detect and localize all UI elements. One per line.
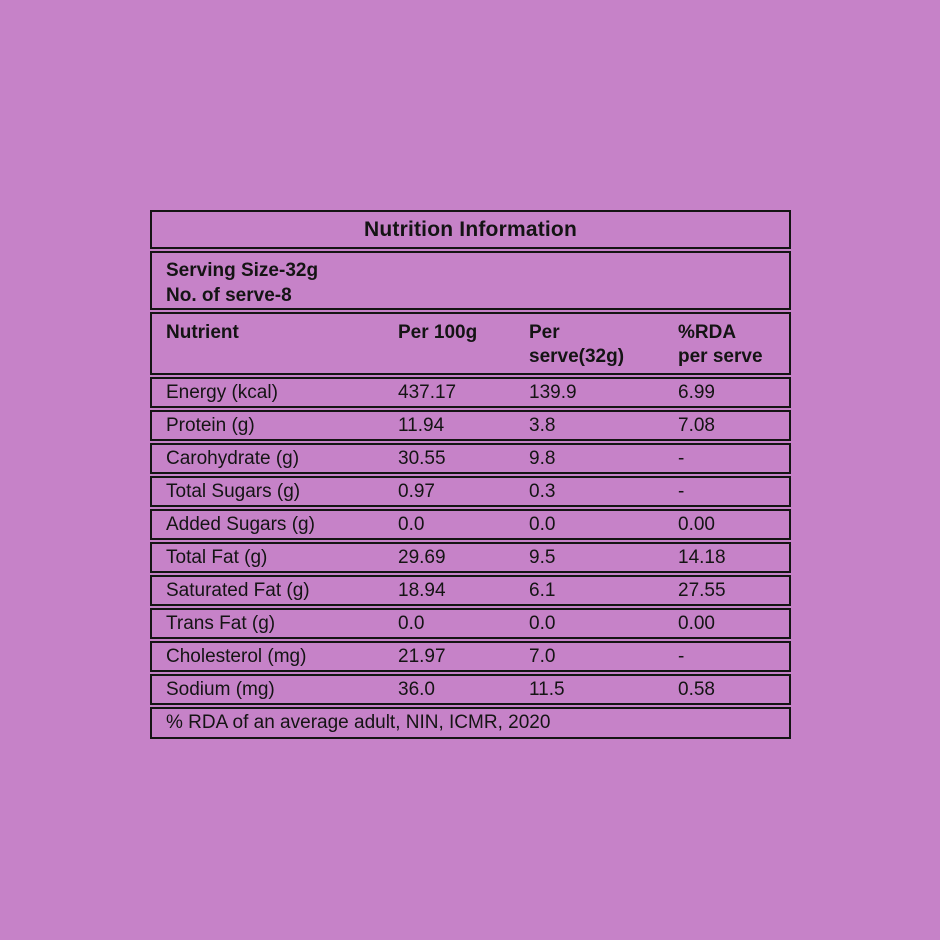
per-serve-value: 6.1 [529,579,556,601]
rda-footnote-row: % RDA of an average adult, NIN, ICMR, 20… [150,707,791,739]
header-rda-per-serve: %RDA per serve [678,322,763,367]
table-row: Cholesterol (mg) 21.97 7.0 - [150,641,791,672]
per-serve-value: 9.5 [529,546,556,568]
table-row: Added Sugars (g) 0.0 0.0 0.00 [150,509,791,540]
page-title: Nutrition Information [363,217,577,241]
per-serve-value: 3.8 [529,414,556,436]
nutrient-label: Total Fat (g) [166,546,268,568]
rda-value: 27.55 [678,579,726,601]
nutrition-label: Nutrition Information Serving Size-32g N… [150,210,791,741]
header-per-100g: Per 100g [398,322,478,343]
header-per-serve: Per serve(32g) [529,322,625,367]
rda-value: - [678,480,685,502]
per-serve-value: 0.3 [529,480,556,502]
per-100g-value: 11.94 [398,414,445,436]
nutrient-label: Carohydrate (g) [166,447,300,469]
nutrient-label: Trans Fat (g) [166,612,276,634]
per-serve-value: 7.0 [529,645,556,667]
serve-count-text: No. of serve-8 [166,285,292,306]
nutrient-label: Saturated Fat (g) [166,579,310,601]
rda-value: - [678,447,685,469]
rda-value: - [678,645,685,667]
serving-size-text: Serving Size-32g [166,260,319,281]
per-100g-value: 21.97 [398,645,446,667]
nutrient-label: Cholesterol (mg) [166,645,307,667]
per-serve-value: 11.5 [529,678,565,700]
table-row: Protein (g) 11.94 3.8 7.08 [150,410,791,441]
per-100g-value: 437.17 [398,381,457,403]
table-header-row: Nutrient Per 100g Per serve(32g) %RDA pe… [150,312,791,375]
nutrient-label: Added Sugars (g) [166,513,315,535]
per-serve-value: 0.0 [529,513,556,535]
rda-value: 14.18 [678,546,726,568]
table-row: Saturated Fat (g) 18.94 6.1 27.55 [150,575,791,606]
per-100g-value: 0.0 [398,612,425,634]
serving-info-row: Serving Size-32g No. of serve-8 [150,251,791,310]
per-serve-value: 0.0 [529,612,556,634]
per-100g-value: 18.94 [398,579,446,601]
per-serve-value: 139.9 [529,381,577,403]
per-100g-value: 29.69 [398,546,446,568]
title-row: Nutrition Information [150,210,791,249]
per-100g-value: 30.55 [398,447,446,469]
rda-value: 7.08 [678,414,715,436]
rda-value: 0.00 [678,612,715,634]
rda-value: 0.58 [678,678,715,700]
nutrient-label: Energy (kcal) [166,381,278,403]
nutrient-label: Total Sugars (g) [166,480,301,502]
rda-value: 6.99 [678,381,715,403]
per-100g-value: 0.97 [398,480,435,502]
table-row: Total Sugars (g) 0.97 0.3 - [150,476,791,507]
per-100g-value: 0.0 [398,513,425,535]
nutrient-label: Protein (g) [166,414,255,436]
nutrient-label: Sodium (mg) [166,678,275,700]
per-100g-value: 36.0 [398,678,435,700]
rda-value: 0.00 [678,513,715,535]
per-serve-value: 9.8 [529,447,556,469]
table-row: Energy (kcal) 437.17 139.9 6.99 [150,377,791,408]
table-row: Sodium (mg) 36.0 11.5 0.58 [150,674,791,705]
rda-footnote-text: % RDA of an average adult, NIN, ICMR, 20… [166,712,551,733]
table-row: Total Fat (g) 29.69 9.5 14.18 [150,542,791,573]
table-row: Trans Fat (g) 0.0 0.0 0.00 [150,608,791,639]
table-row: Carohydrate (g) 30.55 9.8 - [150,443,791,474]
header-nutrient: Nutrient [166,322,239,343]
